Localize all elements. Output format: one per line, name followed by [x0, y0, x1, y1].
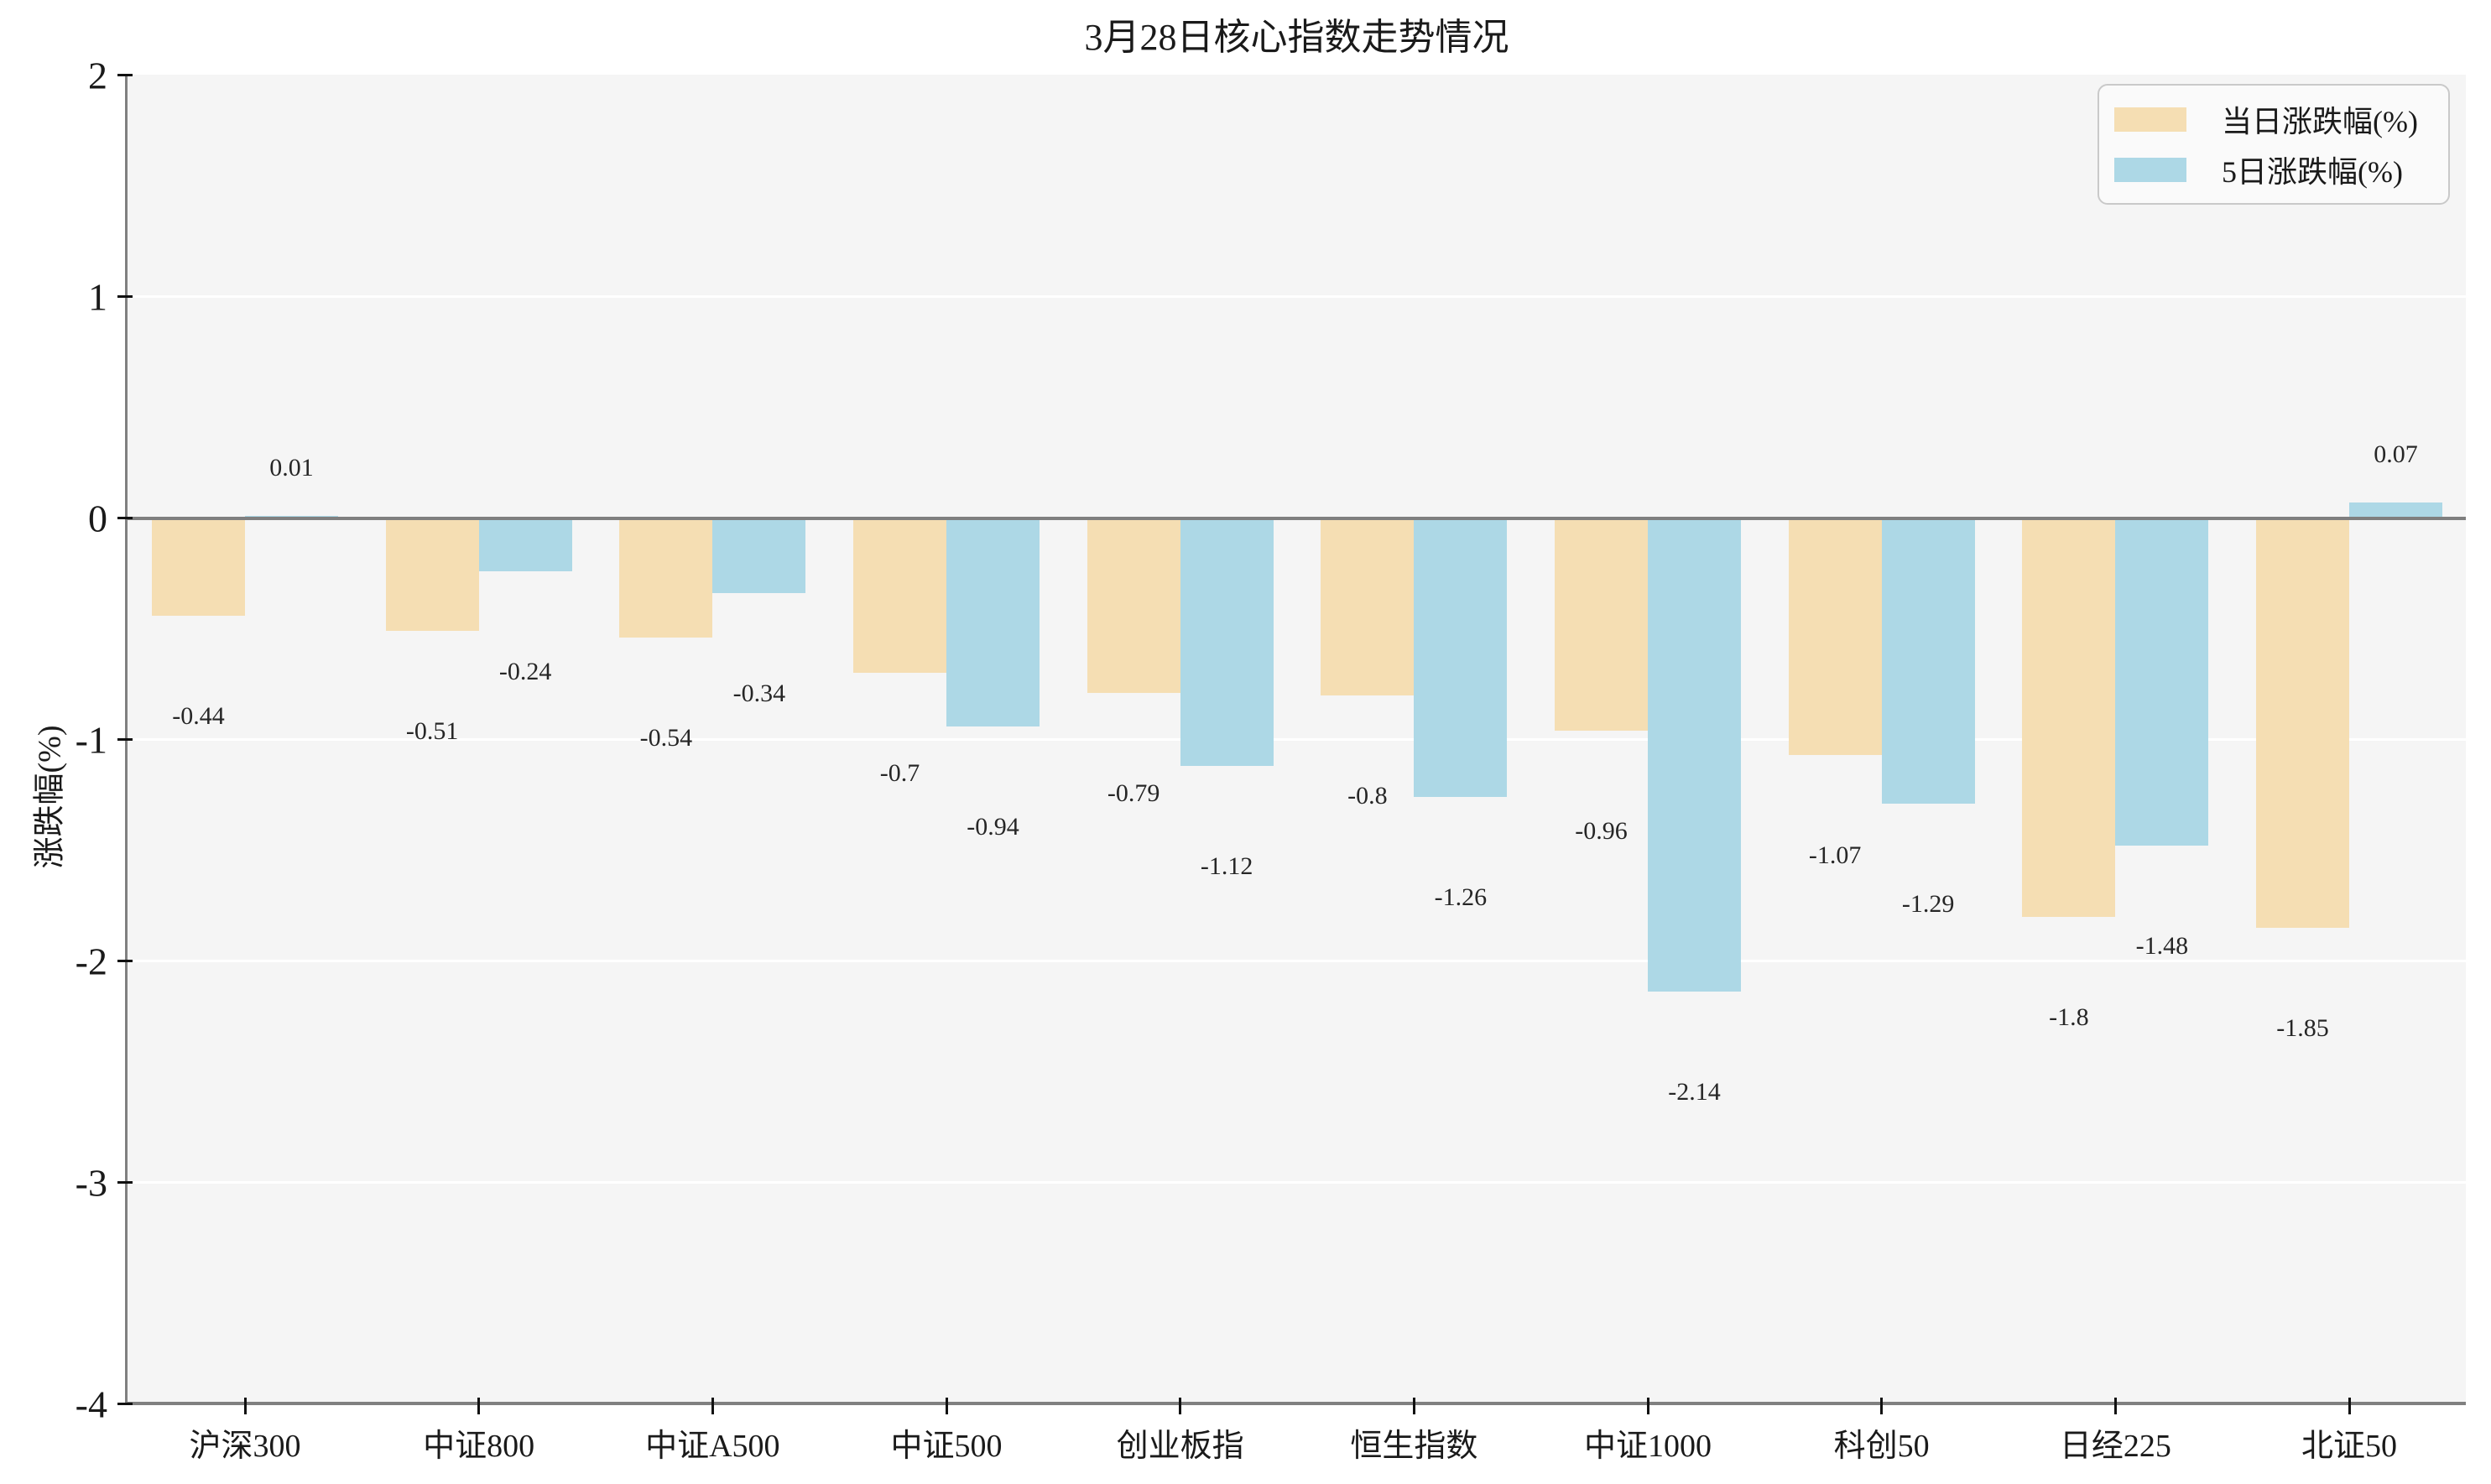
bar-5day-5	[1414, 518, 1508, 798]
gridline-y-2	[128, 960, 2466, 962]
value-label-5day-4: -1.12	[1200, 852, 1253, 881]
x-tick-label-6: 中证1000	[1583, 1429, 1712, 1464]
value-label-daily-8: -1.8	[2049, 1002, 2089, 1031]
value-label-daily-5: -0.8	[1347, 781, 1388, 810]
y-tick-label--1: -1	[75, 718, 107, 761]
x-tick-3	[945, 1398, 948, 1414]
bar-daily-9	[2256, 518, 2349, 928]
value-label-daily-6: -0.96	[1575, 816, 1628, 845]
value-label-5day-0: 0.01	[269, 453, 314, 482]
legend-label-daily-change: 当日涨跌幅(%)	[2222, 105, 2418, 138]
bar-daily-2	[619, 518, 713, 638]
bar-daily-5	[1321, 518, 1415, 695]
bar-5day-2	[712, 518, 806, 594]
x-tick-label-8: 日经225	[2059, 1429, 2171, 1464]
y-tick-label-1: 1	[88, 275, 107, 318]
bar-daily-6	[1555, 518, 1648, 731]
bar-5day-4	[1180, 518, 1274, 767]
x-tick-2	[711, 1398, 714, 1414]
value-label-daily-2: -0.54	[639, 724, 693, 752]
y-tick-label--4: -4	[75, 1382, 107, 1425]
y-tick-0	[117, 517, 133, 519]
bar-daily-7	[1788, 518, 1882, 755]
value-label-daily-4: -0.79	[1107, 779, 1160, 808]
x-tick-6	[1646, 1398, 1649, 1414]
x-tick-label-9: 北证50	[2301, 1429, 2398, 1464]
x-tick-label-3: 中证500	[890, 1429, 1003, 1464]
bar-5day-3	[946, 518, 1040, 726]
x-tick-5	[1412, 1398, 1415, 1414]
x-tick-0	[243, 1398, 247, 1414]
x-tick-label-7: 科创50	[1833, 1429, 1930, 1464]
y-tick-2	[117, 74, 133, 76]
y-tick--4	[117, 1403, 133, 1405]
y-tick--3	[117, 1181, 133, 1184]
legend-swatch-5day-change	[2114, 157, 2186, 182]
value-label-daily-7: -1.07	[1808, 841, 1862, 869]
bottom-spine	[125, 1402, 2466, 1405]
zero-line	[128, 516, 2466, 520]
value-label-5day-6: -2.14	[1668, 1078, 1721, 1106]
legend: 当日涨跌幅(%) 5日涨跌幅(%)	[2098, 84, 2450, 205]
value-label-5day-7: -1.29	[1901, 890, 1955, 919]
bar-5day-1	[478, 518, 572, 571]
x-tick-4	[1179, 1398, 1182, 1414]
value-label-daily-9: -1.85	[2276, 1013, 2329, 1042]
y-tick-label-0: 0	[88, 497, 107, 539]
legend-item-5day-change: 5日涨跌幅(%)	[2114, 148, 2448, 191]
gridline-y1	[128, 295, 2466, 298]
bar-daily-4	[1087, 518, 1180, 694]
value-label-5day-5: -1.26	[1434, 883, 1488, 912]
y-tick-1	[117, 295, 133, 298]
value-label-5day-3: -0.94	[967, 812, 1019, 841]
bar-5day-7	[1881, 518, 1975, 804]
value-label-5day-1: -0.24	[498, 657, 552, 685]
x-tick-7	[1880, 1398, 1884, 1414]
y-tick-label--2: -2	[75, 940, 107, 982]
x-tick-9	[2348, 1398, 2351, 1414]
y-tick-label-2: 2	[88, 54, 107, 96]
value-label-daily-3: -0.7	[879, 759, 920, 788]
bar-5day-8	[2115, 518, 2209, 846]
value-label-5day-9: 0.07	[2374, 440, 2418, 469]
bar-5day-9	[2349, 502, 2442, 518]
value-label-5day-2: -0.34	[732, 680, 786, 708]
chart-title: 3月28日核心指数走势情况	[1084, 17, 1509, 58]
x-tick-label-5: 恒生指数	[1350, 1429, 1478, 1464]
bar-daily-8	[2022, 518, 2116, 917]
x-tick-label-1: 中证800	[423, 1429, 535, 1464]
x-tick-label-2: 中证A500	[645, 1429, 780, 1464]
x-tick-1	[477, 1398, 481, 1414]
y-tick--2	[117, 960, 133, 962]
bar-daily-3	[853, 518, 946, 674]
gridline-y-3	[128, 1181, 2466, 1184]
x-tick-label-4: 创业板指	[1116, 1429, 1244, 1464]
x-tick-8	[2113, 1398, 2117, 1414]
value-label-daily-1: -0.51	[405, 717, 459, 746]
y-tick-label--3: -3	[75, 1161, 107, 1204]
bar-daily-0	[152, 518, 245, 616]
x-tick-label-0: 沪深300	[189, 1429, 301, 1464]
bar-5day-6	[1648, 518, 1741, 992]
legend-label-5day-change: 5日涨跌幅(%)	[2222, 155, 2403, 189]
bar-daily-1	[385, 518, 479, 632]
value-label-daily-0: -0.44	[172, 701, 225, 730]
legend-item-daily-change: 当日涨跌幅(%)	[2114, 97, 2448, 141]
gridline-y-1	[128, 738, 2466, 741]
legend-swatch-daily-change	[2114, 107, 2186, 132]
y-tick--1	[117, 738, 133, 741]
value-label-5day-8: -1.48	[2135, 932, 2189, 961]
